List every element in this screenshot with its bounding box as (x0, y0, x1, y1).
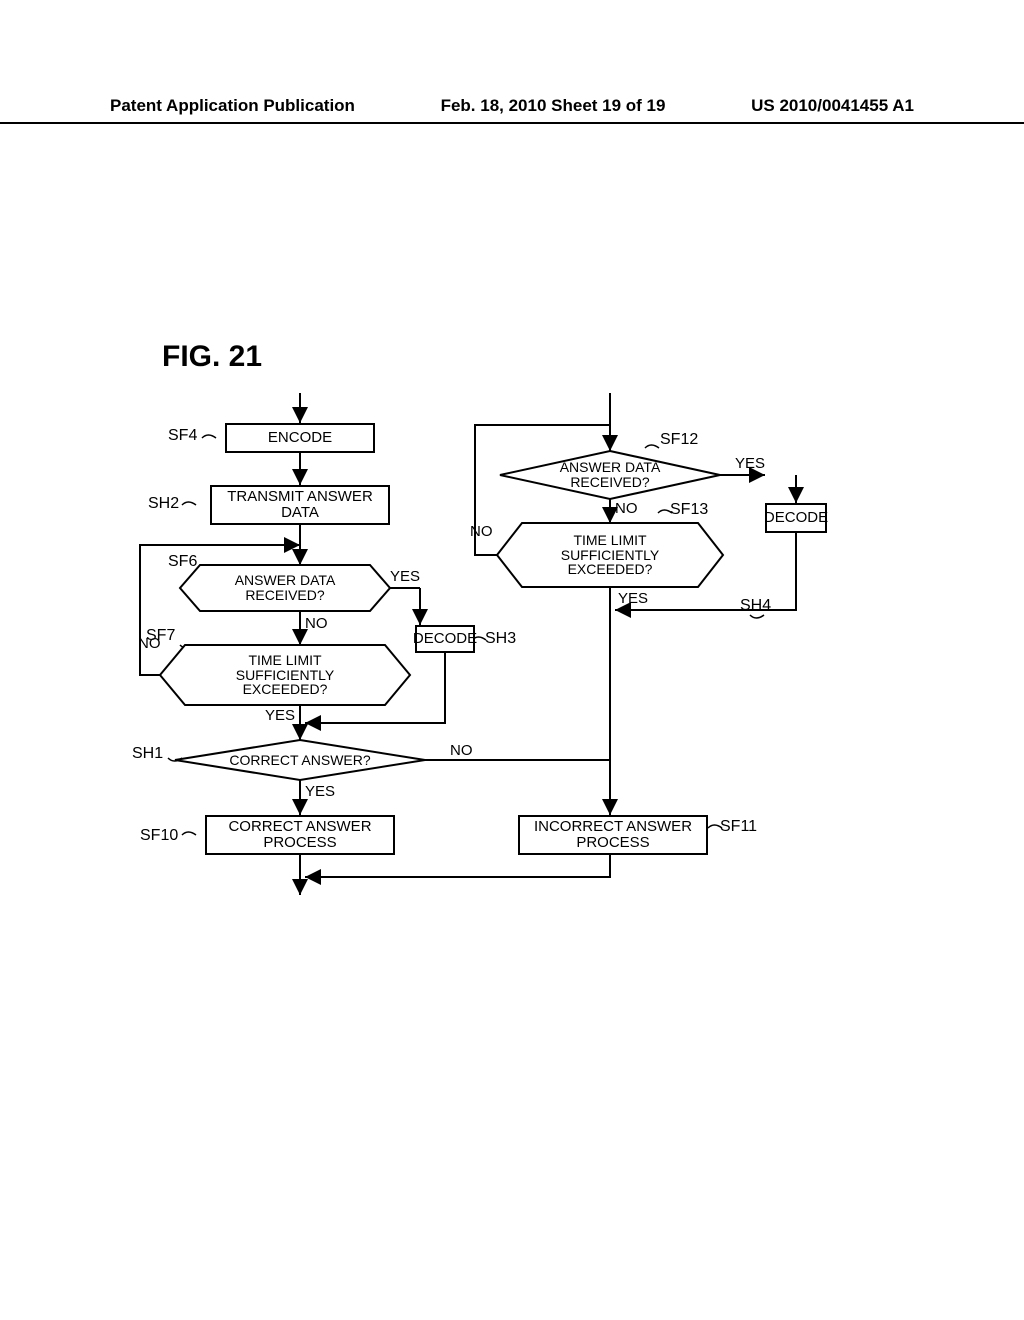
node-correct-process: CORRECT ANSWER PROCESS (205, 815, 395, 855)
node-transmit: TRANSMIT ANSWER DATA (210, 485, 390, 525)
header-right: US 2010/0041455 A1 (751, 96, 914, 116)
label-sf6: SF6 (168, 553, 197, 571)
tle1-text: TIME LIMIT SUFFICIENTLY EXCEEDED? (236, 653, 335, 697)
decode1-text: DECODE (413, 631, 477, 647)
correct-q-text: CORRECT ANSWER? (229, 753, 370, 768)
branch-no-cq: NO (450, 742, 473, 759)
label-sh2: SH2 (148, 495, 179, 513)
flowchart: ENCODE TRANSMIT ANSWER DATA ANSWER DATA … (140, 405, 900, 905)
header-left: Patent Application Publication (110, 96, 355, 116)
node-decode-2: DECODE (765, 503, 827, 533)
header-center: Feb. 18, 2010 Sheet 19 of 19 (441, 96, 666, 116)
branch-no-adr2: NO (615, 500, 638, 517)
node-time-limit-2: TIME LIMIT SUFFICIENTLY EXCEEDED? (497, 523, 723, 587)
label-sh4: SH4 (740, 597, 771, 615)
node-time-limit-1: TIME LIMIT SUFFICIENTLY EXCEEDED? (160, 645, 410, 705)
branch-no-adr1: NO (305, 615, 328, 632)
node-correct-answer-q: CORRECT ANSWER? (175, 740, 425, 780)
incorrect-p-text: INCORRECT ANSWER PROCESS (534, 819, 692, 851)
node-answer-received-1: ANSWER DATA RECEIVED? (180, 565, 390, 611)
correct-p-text: CORRECT ANSWER PROCESS (228, 819, 371, 851)
label-sf11: SF11 (720, 818, 757, 836)
page: Patent Application Publication Feb. 18, … (0, 0, 1024, 1320)
node-decode-1: DECODE (415, 625, 475, 653)
branch-yes-cq: YES (305, 783, 335, 800)
node-transmit-text: TRANSMIT ANSWER DATA (227, 489, 373, 521)
decode2-text: DECODE (764, 510, 828, 526)
branch-no-tle2: NO (470, 523, 493, 540)
figure-title: FIG. 21 (162, 340, 262, 374)
label-sf10: SF10 (140, 827, 178, 845)
branch-yes-adr2: YES (735, 455, 765, 472)
tle2-text: TIME LIMIT SUFFICIENTLY EXCEEDED? (561, 533, 660, 577)
branch-yes-adr1: YES (390, 568, 420, 585)
label-sh1: SH1 (132, 745, 163, 763)
node-encode-text: ENCODE (268, 430, 332, 446)
adr1-text: ANSWER DATA RECEIVED? (235, 573, 336, 602)
branch-yes-tle2: YES (618, 590, 648, 607)
label-sf4: SF4 (168, 427, 197, 445)
node-incorrect-process: INCORRECT ANSWER PROCESS (518, 815, 708, 855)
branch-yes-tle1: YES (265, 707, 295, 724)
label-sf13: SF13 (670, 501, 708, 519)
node-encode: ENCODE (225, 423, 375, 453)
label-sf7: SF7 (146, 627, 175, 645)
header-row: Patent Application Publication Feb. 18, … (0, 96, 1024, 122)
page-header: Patent Application Publication Feb. 18, … (0, 96, 1024, 124)
label-sf12: SF12 (660, 431, 698, 449)
label-sh3: SH3 (485, 630, 516, 648)
node-answer-received-2: ANSWER DATA RECEIVED? (500, 451, 720, 499)
adr2-text: ANSWER DATA RECEIVED? (560, 460, 661, 489)
